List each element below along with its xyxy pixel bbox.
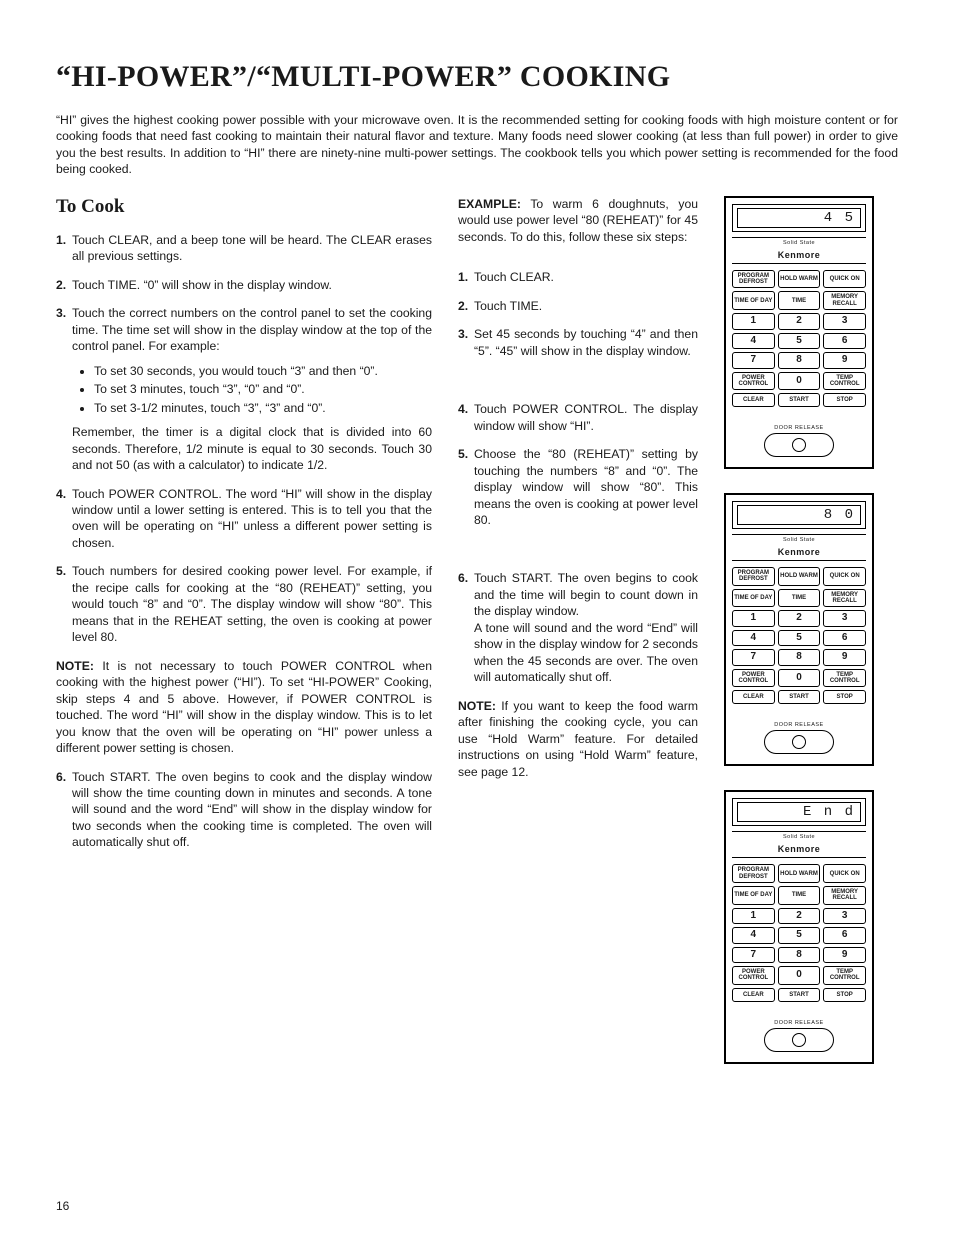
left-step-3-bullet-3: To set 3-1/2 minutes, touch “3”, “3” and…: [94, 400, 432, 416]
door-release-button[interactable]: [764, 1028, 834, 1052]
key-0[interactable]: 0: [778, 372, 821, 391]
microwave-panel-2: 8 0 Solid State Kenmore PROGRAM DEFROST …: [724, 493, 874, 766]
key-6[interactable]: 6: [823, 333, 866, 350]
left-step-5: Touch numbers for desired cooking power …: [72, 563, 432, 645]
key-stop[interactable]: STOP: [823, 393, 866, 407]
key-2[interactable]: 2: [778, 313, 821, 330]
key-hold-warm[interactable]: HOLD WARM: [778, 270, 821, 289]
left-step-3: Touch the correct numbers on the control…: [72, 305, 432, 473]
key-8[interactable]: 8: [778, 352, 821, 369]
left-column: To Cook 1.Touch CLEAR, and a beep tone w…: [56, 196, 432, 1064]
to-cook-heading: To Cook: [56, 196, 432, 218]
panel-1-display: 4 5: [737, 208, 861, 228]
key-5[interactable]: 5: [778, 333, 821, 350]
key-time[interactable]: TIME: [778, 291, 821, 310]
key-time-of-day[interactable]: TIME OF DAY: [732, 291, 775, 310]
key-program-defrost[interactable]: PROGRAM DEFROST: [732, 270, 775, 289]
example-lead: EXAMPLE: To warm 6 doughnuts, you would …: [458, 196, 698, 245]
key-9[interactable]: 9: [823, 352, 866, 369]
key-start[interactable]: START: [778, 393, 821, 407]
right-column: 4 5 Solid State Kenmore PROGRAM DEFROST …: [724, 196, 884, 1064]
key-7[interactable]: 7: [732, 352, 775, 369]
key-memory-recall[interactable]: MEMORY RECALL: [823, 291, 866, 310]
mid-step-1: Touch CLEAR.: [474, 269, 698, 285]
key-clear[interactable]: CLEAR: [732, 393, 775, 407]
left-note: NOTE: It is not necessary to touch POWER…: [56, 658, 432, 757]
page-title: “HI-POWER”/“MULTI-POWER” COOKING: [56, 60, 898, 94]
left-step-4: Touch POWER CONTROL. The word “HI” will …: [72, 486, 432, 552]
panel-3-display: E n d: [737, 802, 861, 822]
key-4[interactable]: 4: [732, 333, 775, 350]
mid-step-5: Choose the “80 (REHEAT)” setting by touc…: [474, 446, 698, 528]
panel-2-display: 8 0: [737, 505, 861, 525]
door-release-button[interactable]: [764, 730, 834, 754]
left-step-3-bullet-1: To set 30 seconds, you would touch “3” a…: [94, 363, 432, 379]
microwave-panel-3: E n d Solid State Kenmore PROGRAM DEFROS…: [724, 790, 874, 1063]
door-release-button[interactable]: [764, 433, 834, 457]
left-step-3-bullet-2: To set 3 minutes, touch “3”, “0” and “0”…: [94, 381, 432, 397]
intro-paragraph: “HI” gives the highest cooking power pos…: [56, 112, 898, 178]
mid-step-6: Touch START. The oven begins to cook and…: [474, 570, 698, 685]
mid-note: NOTE: If you want to keep the food warm …: [458, 698, 698, 780]
key-power-control[interactable]: POWER CONTROL: [732, 372, 775, 391]
key-quick-on[interactable]: QUICK ON: [823, 270, 866, 289]
page-number: 16: [56, 1199, 69, 1213]
left-step-2: Touch TIME. “0” will show in the display…: [72, 277, 432, 293]
key-temp-control[interactable]: TEMP CONTROL: [823, 372, 866, 391]
keypad: PROGRAM DEFROST HOLD WARM QUICK ON TIME …: [732, 270, 866, 407]
mid-step-2: Touch TIME.: [474, 298, 698, 314]
key-3[interactable]: 3: [823, 313, 866, 330]
mid-column: EXAMPLE: To warm 6 doughnuts, you would …: [458, 196, 698, 1064]
microwave-panel-1: 4 5 Solid State Kenmore PROGRAM DEFROST …: [724, 196, 874, 469]
key-1[interactable]: 1: [732, 313, 775, 330]
left-step-1: Touch CLEAR, and a beep tone will be hea…: [72, 232, 432, 265]
mid-step-4: Touch POWER CONTROL. The display window …: [474, 401, 698, 434]
mid-step-3: Set 45 seconds by touching “4” and then …: [474, 326, 698, 359]
left-step-6: Touch START. The oven begins to cook and…: [72, 769, 432, 851]
